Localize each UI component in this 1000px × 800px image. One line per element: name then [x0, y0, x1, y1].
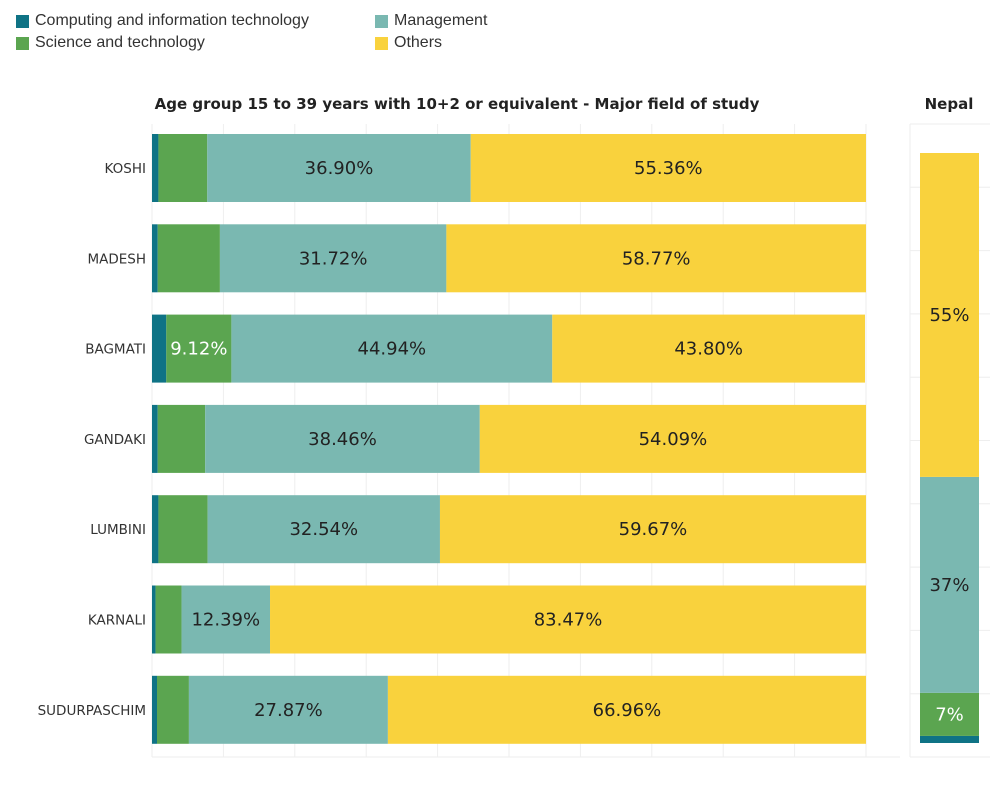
bar-sudurpaschim-series-0	[152, 675, 157, 744]
legend-swatch-management	[375, 14, 388, 28]
bar-lumbini-series-2	[207, 495, 440, 564]
bar-sudurpaschim-series-3	[387, 675, 866, 744]
data-label-karnali-series-3: 83.47%	[534, 610, 603, 631]
data-label-koshi-series-3: 55.36%	[634, 158, 703, 179]
bar-lumbini-series-3	[439, 495, 866, 564]
data-label-koshi-series-2: 36.90%	[305, 158, 374, 179]
bar-gandaki-series-2	[205, 404, 480, 473]
data-label-bagmati-series-3: 43.80%	[674, 339, 743, 360]
bar-madesh-series-0	[152, 224, 158, 293]
bar-koshi-series-3	[470, 134, 866, 202]
nepal-data-label-series-1: 7%	[935, 704, 964, 725]
bar-bagmati-series-0	[152, 314, 167, 383]
legend-swatch-others	[375, 36, 388, 50]
bar-madesh-series-1	[157, 224, 220, 293]
bar-lumbini-series-0	[152, 495, 159, 564]
bar-koshi-series-0	[152, 134, 159, 202]
legend-item-others: Others	[375, 34, 442, 52]
data-label-madesh-series-2: 31.72%	[299, 248, 368, 269]
nepal-title: Nepal	[925, 95, 974, 113]
data-label-madesh-series-3: 58.77%	[622, 248, 691, 269]
data-label-sudurpaschim-series-2: 27.87%	[254, 700, 323, 721]
category-label-karnali: KARNALI	[88, 613, 146, 629]
legend-item-management: Management	[375, 12, 487, 30]
data-label-lumbini-series-3: 59.67%	[619, 519, 688, 540]
data-label-gandaki-series-2: 38.46%	[308, 429, 377, 450]
category-label-gandaki: GANDAKI	[84, 432, 146, 448]
legend-swatch-science	[16, 36, 29, 50]
category-label-koshi: KOSHI	[105, 161, 146, 177]
legend-item-computing: Computing and information technology	[16, 12, 309, 30]
bar-karnali-series-3	[270, 585, 867, 654]
nepal-data-label-series-3: 55%	[929, 305, 969, 326]
data-label-bagmati-series-2: 44.94%	[358, 339, 427, 360]
bar-gandaki-series-1	[157, 404, 206, 473]
bar-lumbini-series-1	[158, 495, 208, 564]
legend-swatch-computing	[16, 14, 29, 28]
legend-label-others: Others	[394, 34, 443, 51]
bar-bagmati-series-3	[552, 314, 866, 383]
bar-sudurpaschim-series-1	[156, 675, 189, 744]
bar-karnali-series-0	[152, 585, 156, 654]
bar-bagmati-series-1	[166, 314, 232, 383]
data-label-sudurpaschim-series-3: 66.96%	[593, 700, 662, 721]
nepal-bar-series-1	[920, 692, 979, 736]
nepal-data-label-series-2: 37%	[929, 575, 969, 596]
bar-karnali-series-1	[155, 585, 182, 654]
bar-madesh-series-2	[219, 224, 447, 293]
data-label-gandaki-series-3: 54.09%	[639, 429, 708, 450]
bar-madesh-series-3	[446, 224, 866, 293]
category-label-lumbini: LUMBINI	[90, 522, 146, 538]
category-label-bagmati: BAGMATI	[85, 342, 146, 358]
legend-label-management: Management	[394, 12, 488, 29]
data-label-lumbini-series-2: 32.54%	[289, 519, 358, 540]
legend-label-computing: Computing and information technology	[35, 12, 309, 29]
nepal-bar-series-0	[920, 735, 979, 743]
legend: Computing and information technology Sci…	[16, 12, 576, 56]
category-label-madesh: MADESH	[87, 251, 146, 267]
legend-label-science: Science and technology	[35, 34, 205, 51]
bar-bagmati-series-2	[231, 314, 553, 383]
nepal-bar-series-3	[920, 153, 979, 477]
legend-item-science: Science and technology	[16, 34, 205, 52]
bar-karnali-series-2	[181, 585, 271, 654]
bar-gandaki-series-3	[479, 404, 866, 473]
bar-sudurpaschim-series-2	[188, 675, 388, 744]
bar-koshi-series-2	[207, 134, 471, 202]
data-label-karnali-series-2: 12.39%	[191, 610, 260, 631]
bar-koshi-series-1	[158, 134, 208, 202]
nepal-bar-series-2	[920, 476, 979, 693]
chart-title: Age group 15 to 39 years with 10+2 or eq…	[155, 95, 760, 113]
category-label-sudurpaschim: SUDURPASCHIM	[38, 703, 146, 719]
bar-gandaki-series-0	[152, 404, 158, 473]
data-label-bagmati-series-1: 9.12%	[170, 339, 227, 360]
